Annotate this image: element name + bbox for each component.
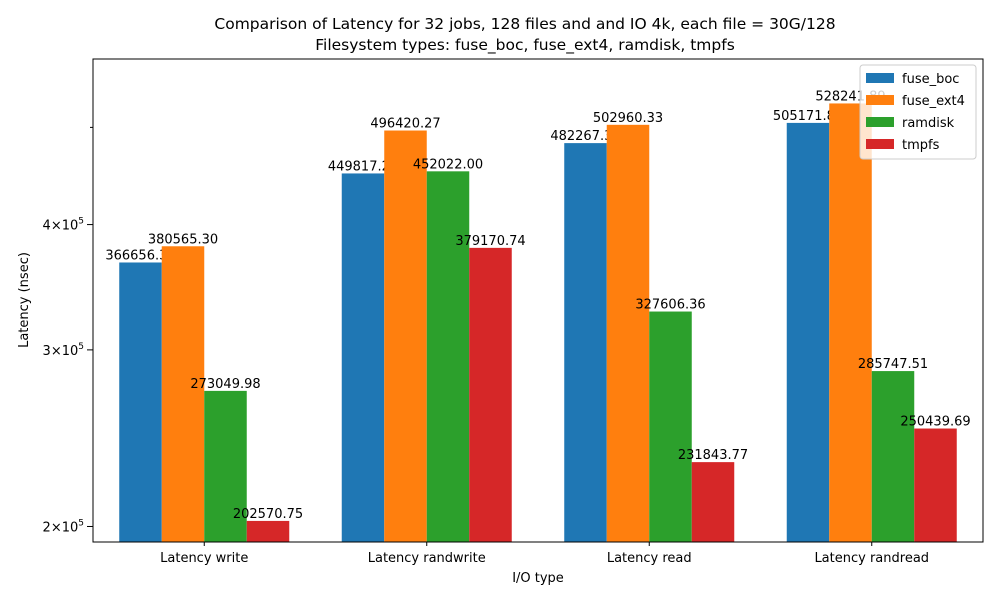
bar-fuse_boc-0 bbox=[119, 262, 162, 542]
legend-label-tmpfs: tmpfs bbox=[902, 138, 940, 153]
data-label-ramdisk-0: 273049.98 bbox=[190, 377, 260, 392]
bar-fuse_boc-3 bbox=[786, 122, 830, 543]
data-label-ramdisk-2: 327606.36 bbox=[635, 298, 705, 313]
data-label-tmpfs-3: 250439.69 bbox=[900, 415, 970, 430]
bar-fuse_ext4-2 bbox=[606, 124, 650, 542]
chart-title-line1: Comparison of Latency for 32 jobs, 128 f… bbox=[214, 15, 835, 33]
legend-label-fuse_ext4: fuse_ext4 bbox=[902, 94, 965, 109]
data-label-fuse_ext4-0: 380565.30 bbox=[148, 232, 218, 247]
data-label-tmpfs-2: 231843.77 bbox=[678, 448, 748, 463]
data-label-fuse_boc-0: 366656.30 bbox=[105, 248, 175, 263]
bar-ramdisk-0 bbox=[204, 390, 247, 542]
x-tick-label-2: Latency read bbox=[607, 551, 692, 566]
bar-ramdisk-2 bbox=[649, 311, 692, 542]
data-label-ramdisk-3: 285747.51 bbox=[858, 357, 928, 372]
plot-area: 366656.30 449817.27 482267.33 505171.88 3805… bbox=[43, 89, 971, 566]
bar-tmpfs-0 bbox=[246, 520, 290, 542]
bar-tmpfs-2 bbox=[691, 462, 735, 542]
legend-swatch-tmpfs bbox=[866, 139, 894, 149]
data-label-fuse_ext4-1: 496420.27 bbox=[370, 117, 440, 132]
bar-ramdisk-3 bbox=[871, 371, 915, 542]
bar-tmpfs-1 bbox=[469, 247, 512, 542]
bar-fuse_ext4-1 bbox=[384, 130, 427, 542]
bar-ramdisk-1 bbox=[426, 171, 470, 542]
data-label-tmpfs-0: 202570.75 bbox=[233, 507, 303, 522]
legend-swatch-ramdisk bbox=[866, 117, 894, 127]
y-tick-label-0: 2×105 bbox=[43, 518, 84, 535]
bar-fuse_ext4-3 bbox=[829, 103, 872, 543]
data-label-fuse_boc-1: 449817.27 bbox=[328, 159, 398, 174]
legend-frame bbox=[859, 64, 977, 160]
bar-fuse_boc-1 bbox=[341, 173, 385, 542]
y-tick-label-1: 3×105 bbox=[43, 342, 84, 359]
data-label-fuse_boc-3: 505171.88 bbox=[773, 109, 843, 124]
bar-fuse_ext4-0 bbox=[161, 246, 205, 542]
data-label-fuse_boc-2: 482267.33 bbox=[550, 129, 620, 144]
y-tick-label-2: 4×105 bbox=[43, 217, 84, 234]
plot-frame bbox=[92, 58, 984, 543]
legend-label-ramdisk: ramdisk bbox=[902, 116, 955, 131]
legend-label-fuse_boc: fuse_boc bbox=[902, 72, 959, 87]
bar-tmpfs-3 bbox=[914, 428, 957, 542]
chart-title-line2: Filesystem types: fuse_boc, fuse_ext4, r… bbox=[315, 36, 735, 55]
x-tick-label-1: Latency randwrite bbox=[368, 551, 486, 566]
data-label-ramdisk-1: 452022.00 bbox=[413, 157, 483, 172]
data-label-tmpfs-1: 379170.74 bbox=[455, 234, 525, 249]
data-label-fuse_ext4-2: 502960.33 bbox=[593, 111, 663, 126]
x-tick-label-0: Latency write bbox=[160, 551, 248, 566]
y-axis-label: Latency (nsec) bbox=[17, 252, 32, 348]
legend-swatch-fuse_boc bbox=[866, 73, 894, 83]
legend-swatch-fuse_ext4 bbox=[866, 95, 894, 105]
x-axis-label: I/O type bbox=[512, 571, 564, 586]
x-tick-label-3: Latency randread bbox=[814, 551, 929, 566]
bar-fuse_boc-2 bbox=[564, 143, 607, 543]
